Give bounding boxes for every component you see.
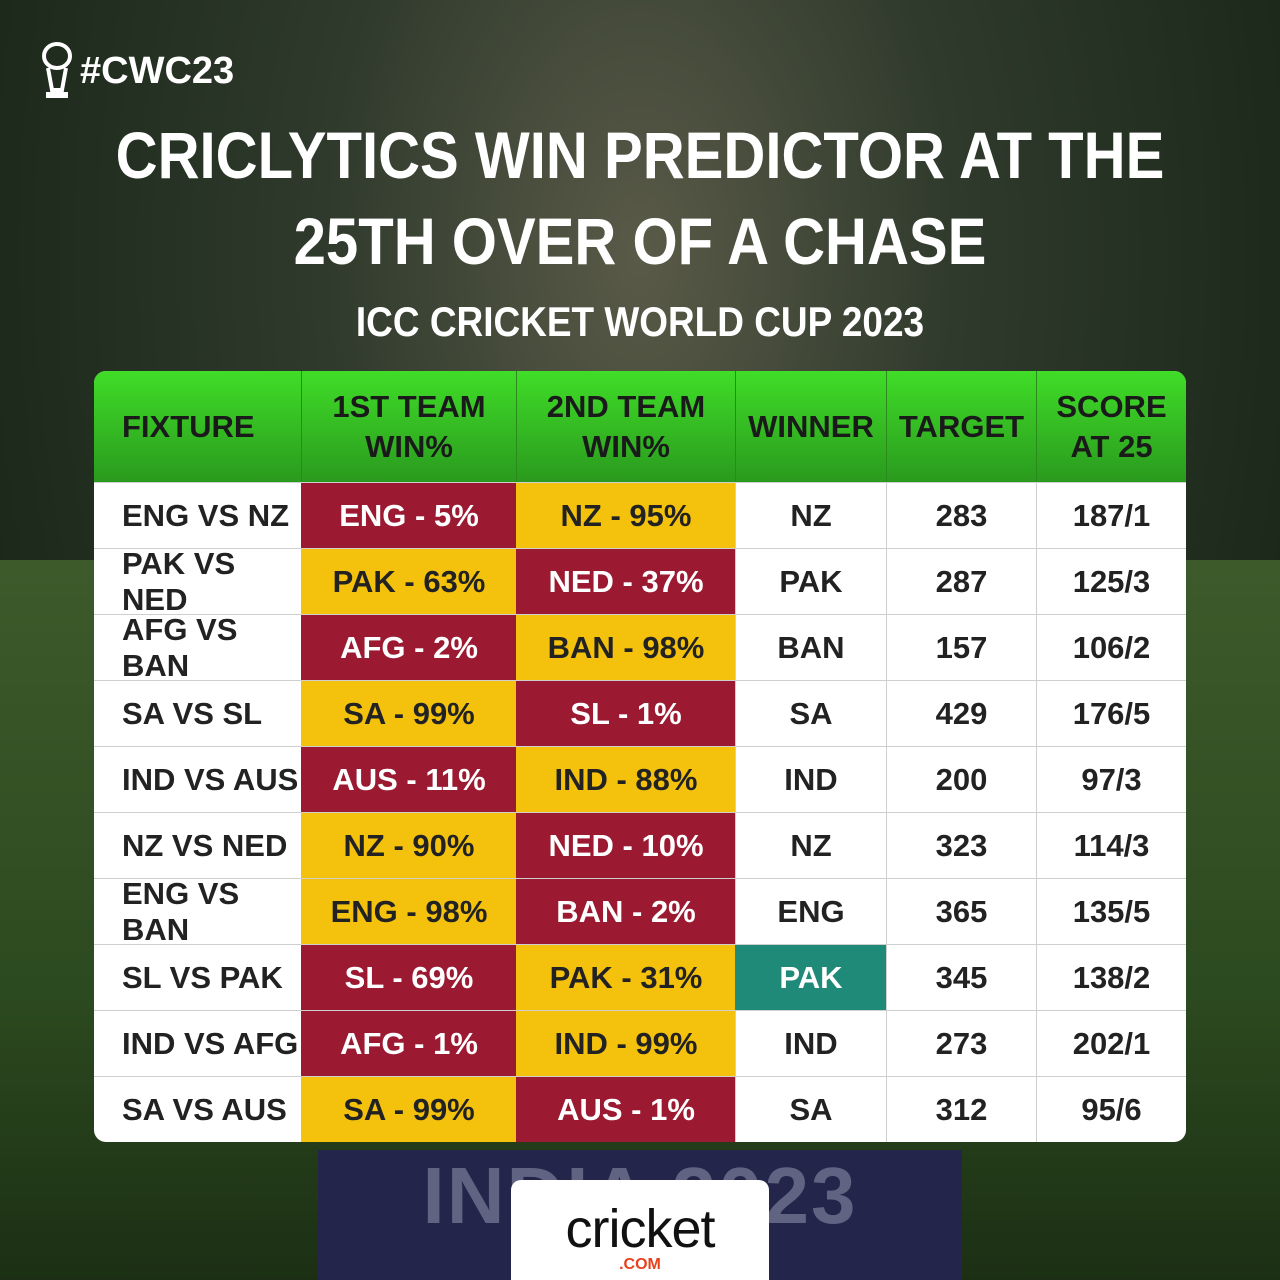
table-cell: NZ - 95% [516, 483, 735, 548]
table-cell: BAN [735, 615, 886, 680]
table-cell: 138/2 [1036, 945, 1186, 1010]
table-cell: 345 [886, 945, 1036, 1010]
table-cell: IND [735, 747, 886, 812]
table-row: SA VS SL SA - 99% SL - 1% SA 429 176/5 [94, 680, 1186, 746]
table-cell: IND - 88% [516, 747, 735, 812]
table-cell: 287 [886, 549, 1036, 614]
table-cell: SA [735, 681, 886, 746]
table-cell: PAK [735, 549, 886, 614]
header-cell: FIXTURE [122, 408, 255, 444]
table-cell: SL - 69% [301, 945, 516, 1010]
table-cell: BAN - 98% [516, 615, 735, 680]
subtitle: ICC CRICKET WORLD CUP 2023 [355, 298, 925, 345]
table-cell: IND [735, 1011, 886, 1076]
table-cell: AFG - 1% [301, 1011, 516, 1076]
table-cell: ENG VS NZ [122, 497, 290, 533]
table-cell: 97/3 [1036, 747, 1186, 812]
table-cell: SA [735, 1077, 886, 1142]
hashtag: #CWC23 [40, 42, 234, 100]
table-row: IND VS AFG AFG - 1% IND - 99% IND 273 202/1 [94, 1010, 1186, 1076]
table-cell: NZ [735, 813, 886, 878]
table-cell: 323 [886, 813, 1036, 878]
table-cell: SA VS SL [122, 695, 263, 731]
table-cell: 283 [886, 483, 1036, 548]
table-cell: NED - 37% [516, 549, 735, 614]
table-cell: 429 [886, 681, 1036, 746]
table-cell: ENG [735, 879, 886, 944]
header-cell: TARGET [886, 371, 1036, 482]
table-cell: BAN - 2% [516, 879, 735, 944]
table-cell: SL - 1% [516, 681, 735, 746]
table-cell: AUS - 11% [301, 747, 516, 812]
table-cell: SA - 99% [301, 1077, 516, 1142]
header-cell: 2ND TEAM WIN% [516, 371, 735, 482]
table-cell: PAK - 63% [301, 549, 516, 614]
table-row: NZ VS NED NZ - 90% NED - 10% NZ 323 114/3 [94, 812, 1186, 878]
table-cell: 157 [886, 615, 1036, 680]
table-cell: 187/1 [1036, 483, 1186, 548]
table-cell: 202/1 [1036, 1011, 1186, 1076]
table-cell: NZ - 90% [301, 813, 516, 878]
table-cell: 200 [886, 747, 1036, 812]
table-row: PAK VS NED PAK - 63% NED - 37% PAK 287 125/3 [94, 545, 1186, 617]
table-cell: ENG - 5% [301, 483, 516, 548]
title-line: 25TH OVER OF A CHASE [293, 204, 987, 278]
logo: cricket .COM [511, 1180, 769, 1280]
table-cell: IND VS AUS [122, 761, 299, 797]
header-cell: 1ST TEAM WIN% [301, 371, 516, 482]
table-cell: ENG VS BAN [122, 875, 240, 947]
table-cell: IND VS AFG [122, 1025, 299, 1061]
table-cell: ENG - 98% [301, 879, 516, 944]
header-row: FIXTURE 1ST TEAM WIN% 2ND TEAM WIN% WINNER T… [94, 371, 1186, 482]
title-line: CRICLYTICS WIN PREDICTOR AT THE [115, 118, 1165, 192]
table-cell: AFG - 2% [301, 615, 516, 680]
table-cell: 135/5 [1036, 879, 1186, 944]
table-cell: SL VS PAK [122, 959, 283, 995]
table-cell: PAK - 31% [516, 945, 735, 1010]
table-cell: AFG VS BAN [122, 611, 238, 683]
table-cell: 95/6 [1036, 1077, 1186, 1142]
logo-domain: .COM [619, 1256, 661, 1273]
table-row: ENG VS BAN ENG - 98% BAN - 2% ENG 365 135/5 [94, 875, 1186, 947]
table-cell: 273 [886, 1011, 1036, 1076]
title: CRICLYTICS WIN PREDICTOR AT THE 25TH OVE… [77, 112, 1203, 284]
table: FIXTURE 1ST TEAM WIN% 2ND TEAM WIN% WINNER T… [94, 371, 1186, 1142]
logo-name: cricket [565, 1199, 715, 1259]
trophy-icon [42, 42, 72, 98]
table-cell: NED - 10% [516, 813, 735, 878]
table-cell: 176/5 [1036, 681, 1186, 746]
hashtag-text: #CWC23 [80, 49, 235, 92]
header-cell: SCORE AT 25 [1036, 371, 1186, 482]
table-cell: SA VS AUS [122, 1091, 287, 1127]
table-cell: IND - 99% [516, 1011, 735, 1076]
table-cell: 106/2 [1036, 615, 1186, 680]
table-cell: SA - 99% [301, 681, 516, 746]
header-cell: WINNER [735, 371, 886, 482]
table-cell: AUS - 1% [516, 1077, 735, 1142]
table-cell: NZ VS NED [122, 827, 288, 863]
table-cell: PAK VS NED [122, 545, 236, 617]
table-row: SA VS AUS SA - 99% AUS - 1% SA 312 95/6 [94, 1076, 1186, 1142]
table-cell: NZ [735, 483, 886, 548]
table-cell: 365 [886, 879, 1036, 944]
table-row: ENG VS NZ ENG - 5% NZ - 95% NZ 283 187/1 [94, 482, 1186, 548]
table-row: IND VS AUS AUS - 11% IND - 88% IND 200 97/3 [94, 746, 1186, 812]
table-cell: 125/3 [1036, 549, 1186, 614]
table-cell: 312 [886, 1077, 1036, 1142]
table-row: SL VS PAK SL - 69% PAK - 31% PAK 345 138/2 [94, 944, 1186, 1010]
table-cell: PAK [735, 945, 886, 1010]
table-cell: 114/3 [1036, 813, 1186, 878]
table-row: AFG VS BAN AFG - 2% BAN - 98% BAN 157 106/2 [94, 611, 1186, 683]
